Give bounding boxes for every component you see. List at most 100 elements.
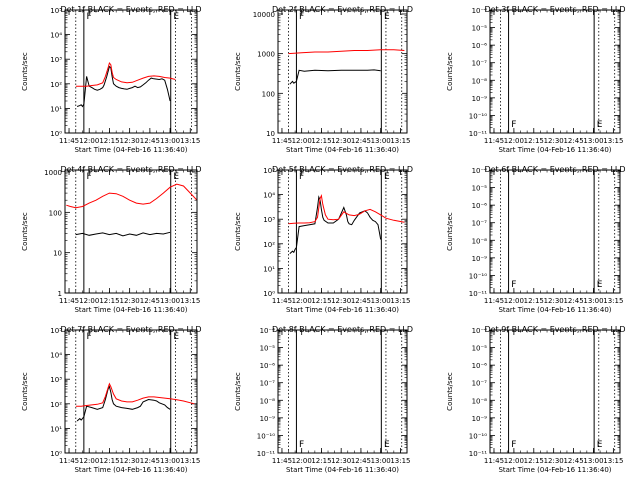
- series-line-lld: [288, 194, 405, 225]
- interval-label: E: [597, 280, 603, 290]
- y-tick-label: 10⁻⁶: [260, 362, 276, 370]
- plot-frame: [489, 169, 621, 294]
- x-tick-label: 13:15: [390, 457, 410, 465]
- x-tick-label: 12:45: [563, 297, 583, 305]
- x-tick-label: 13:00: [583, 137, 603, 145]
- x-tick-label: 11:45: [272, 297, 292, 305]
- y-axis-label: Counts/sec: [234, 212, 242, 251]
- y-tick-label: 10⁰: [50, 130, 62, 138]
- x-tick-label: 12:30: [331, 137, 351, 145]
- series-line-events: [289, 195, 382, 254]
- y-tick-label: 10: [266, 130, 275, 138]
- x-tick-label: 13:15: [603, 297, 623, 305]
- panel-4: Det 4f BLACK = Events, RED = LLDCounts/s…: [21, 165, 202, 314]
- x-axis-label: Start Time (04-Feb-16 11:36:40): [286, 466, 399, 474]
- y-tick-label: 10⁻⁶: [472, 362, 488, 370]
- y-tick-label: 10⁻¹¹: [469, 290, 487, 298]
- series-line-events: [76, 65, 171, 108]
- y-axis-label: Counts/sec: [21, 212, 29, 251]
- y-axis-label: Counts/sec: [446, 52, 454, 91]
- x-tick-label: 12:00: [79, 457, 99, 465]
- interval-label: F: [87, 332, 92, 342]
- x-tick-label: 11:45: [272, 137, 292, 145]
- x-tick-label: 13:00: [371, 297, 391, 305]
- x-tick-label: 12:45: [351, 137, 371, 145]
- y-tick-label: 10⁵: [263, 167, 275, 175]
- x-tick-label: 12:45: [140, 457, 160, 465]
- x-tick-label: 11:45: [272, 457, 292, 465]
- y-tick-label: 10: [53, 250, 62, 258]
- x-tick-label: 12:00: [292, 457, 312, 465]
- x-tick-label: 12:45: [563, 137, 583, 145]
- x-tick-label: 13:15: [603, 457, 623, 465]
- x-tick-label: 13:00: [371, 137, 391, 145]
- y-tick-label: 10⁻¹¹: [257, 450, 275, 458]
- interval-label: F: [511, 280, 516, 290]
- y-tick-label: 10⁻⁴: [472, 7, 488, 15]
- x-tick-label: 12:00: [79, 137, 99, 145]
- y-tick-label: 10²: [263, 241, 275, 249]
- x-tick-label: 12:00: [292, 137, 312, 145]
- y-tick-label: 10¹: [50, 105, 62, 113]
- series-line-lld: [75, 61, 176, 87]
- x-tick-label: 12:45: [140, 297, 160, 305]
- x-tick-label: 13:15: [603, 137, 623, 145]
- x-tick-label: 11:45: [59, 457, 79, 465]
- y-tick-label: 10⁻¹⁰: [469, 112, 487, 120]
- x-tick-label: 13:00: [583, 297, 603, 305]
- interval-label: F: [511, 440, 516, 450]
- y-tick-label: 10⁻⁵: [472, 345, 488, 353]
- y-axis-label: Counts/sec: [234, 52, 242, 91]
- plot-frame: [64, 9, 198, 134]
- plot-frame: [277, 329, 408, 454]
- y-tick-label: 10⁻⁸: [260, 397, 276, 405]
- y-tick-label: 10⁰: [50, 450, 62, 458]
- y-axis-label: Counts/sec: [21, 372, 29, 411]
- series-line-lld: [75, 382, 195, 407]
- y-tick-label: 10³: [50, 56, 62, 64]
- x-tick-label: 12:45: [140, 137, 160, 145]
- panel-3: Det 3f BLACK = Events, RED = LLDCounts/s…: [446, 5, 626, 154]
- x-tick-label: 12:30: [331, 297, 351, 305]
- x-tick-label: 13:15: [180, 137, 200, 145]
- x-tick-label: 13:15: [180, 457, 200, 465]
- panel-2: Det 2f BLACK = Events, RED = LLDCounts/s…: [234, 5, 413, 154]
- x-tick-label: 12:45: [351, 457, 371, 465]
- y-tick-label: 10⁻¹⁰: [469, 272, 487, 280]
- panel-5: Det 5f BLACK = Events, RED = LLDCounts/s…: [234, 165, 413, 314]
- plot-frame: [64, 169, 198, 294]
- x-tick-label: 12:30: [120, 297, 140, 305]
- x-tick-label: 13:00: [160, 457, 180, 465]
- panel-1: Det 1f BLACK = Events, RED = LLDCounts/s…: [21, 5, 202, 154]
- y-tick-label: 10⁻⁴: [472, 167, 488, 175]
- interval-label: F: [87, 12, 92, 22]
- y-tick-label: 10⁻⁷: [472, 220, 488, 228]
- panel-9: Det 9f BLACK = Events, RED = LLDCounts/s…: [446, 325, 626, 474]
- x-tick-label: 12:30: [544, 457, 564, 465]
- y-tick-label: 10⁻¹⁰: [469, 432, 487, 440]
- x-axis-label: Start Time (04-Feb-16 11:36:40): [74, 466, 187, 474]
- x-tick-label: 12:45: [563, 457, 583, 465]
- y-tick-label: 10⁻¹⁰: [257, 432, 275, 440]
- y-tick-label: 10⁵: [50, 7, 62, 15]
- x-tick-label: 11:45: [484, 137, 504, 145]
- y-tick-label: 10⁻⁷: [472, 60, 488, 68]
- y-tick-label: 10⁻⁷: [472, 380, 488, 388]
- x-axis-label: Start Time (04-Feb-16 11:36:40): [498, 146, 611, 154]
- y-tick-label: 1000: [44, 169, 62, 177]
- y-tick-label: 10³: [50, 376, 62, 384]
- y-tick-label: 10⁻⁸: [472, 397, 488, 405]
- x-tick-label: 12:15: [311, 457, 331, 465]
- y-tick-label: 10⁻⁹: [472, 95, 488, 103]
- y-tick-label: 1000: [257, 51, 275, 59]
- series-line-events: [289, 69, 381, 85]
- y-tick-label: 10⁻⁵: [472, 185, 488, 193]
- x-axis-label: Start Time (04-Feb-16 11:36:40): [74, 306, 187, 314]
- x-axis-label: Start Time (04-Feb-16 11:36:40): [74, 146, 187, 154]
- y-tick-label: 10000: [253, 11, 275, 19]
- x-tick-label: 12:30: [544, 137, 564, 145]
- x-tick-label: 13:00: [160, 137, 180, 145]
- y-tick-label: 10⁻⁶: [472, 42, 488, 50]
